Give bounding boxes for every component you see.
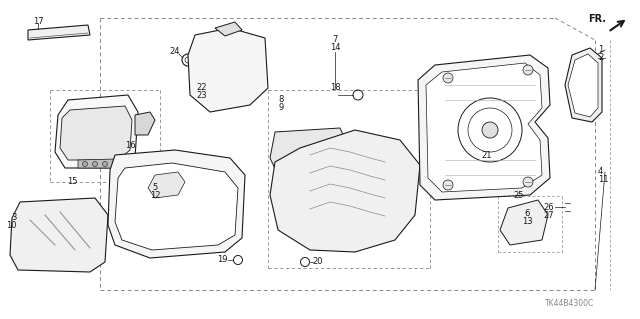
Polygon shape <box>135 112 155 135</box>
Text: 1: 1 <box>598 46 604 55</box>
Bar <box>280 155 291 163</box>
Text: 13: 13 <box>522 217 532 226</box>
Text: 19: 19 <box>218 256 228 264</box>
Polygon shape <box>500 200 548 245</box>
Bar <box>280 135 291 143</box>
Bar <box>280 145 291 153</box>
Text: 18: 18 <box>330 84 340 93</box>
Text: 14: 14 <box>330 43 340 53</box>
Bar <box>322 135 333 143</box>
Polygon shape <box>28 25 90 40</box>
Polygon shape <box>115 163 238 250</box>
Text: 5: 5 <box>152 183 157 192</box>
Polygon shape <box>60 106 132 160</box>
Polygon shape <box>78 159 116 168</box>
Text: 22: 22 <box>196 84 207 93</box>
Circle shape <box>83 161 88 167</box>
Polygon shape <box>148 172 185 198</box>
Text: 26: 26 <box>543 203 554 211</box>
Bar <box>308 135 319 143</box>
Bar <box>294 155 305 163</box>
Bar <box>308 145 319 153</box>
Text: 3: 3 <box>12 213 17 222</box>
Text: 2: 2 <box>598 54 604 63</box>
Bar <box>322 145 333 153</box>
Text: 11: 11 <box>598 175 609 184</box>
Text: 6: 6 <box>524 209 530 218</box>
Bar <box>294 135 305 143</box>
Text: 23: 23 <box>196 92 207 100</box>
Text: FR.: FR. <box>588 14 606 24</box>
Circle shape <box>443 73 453 83</box>
Text: 21: 21 <box>482 151 492 160</box>
Polygon shape <box>215 22 242 36</box>
Circle shape <box>102 161 108 167</box>
Polygon shape <box>418 55 550 200</box>
Polygon shape <box>55 95 138 168</box>
Text: 7: 7 <box>332 35 338 44</box>
Bar <box>322 155 333 163</box>
Text: 25: 25 <box>514 190 524 199</box>
Polygon shape <box>568 54 598 117</box>
Circle shape <box>482 122 498 138</box>
Text: 12: 12 <box>150 191 160 201</box>
Text: 16: 16 <box>125 140 135 150</box>
Bar <box>308 155 319 163</box>
Text: 9: 9 <box>279 103 284 113</box>
Circle shape <box>443 180 453 190</box>
Text: 17: 17 <box>33 17 44 26</box>
Polygon shape <box>108 150 245 258</box>
Bar <box>294 145 305 153</box>
Polygon shape <box>270 128 348 175</box>
Text: 8: 8 <box>278 95 284 105</box>
Circle shape <box>93 161 97 167</box>
Text: 27: 27 <box>543 211 554 219</box>
Text: 10: 10 <box>6 221 17 231</box>
Polygon shape <box>565 48 602 122</box>
Text: TK44B4300C: TK44B4300C <box>545 299 594 308</box>
Text: 24: 24 <box>170 48 180 56</box>
Polygon shape <box>188 28 268 112</box>
Polygon shape <box>270 130 420 252</box>
Polygon shape <box>10 198 108 272</box>
Circle shape <box>523 65 533 75</box>
Text: 20: 20 <box>312 257 323 266</box>
Circle shape <box>523 177 533 187</box>
Text: 4: 4 <box>598 167 604 176</box>
Polygon shape <box>426 63 542 192</box>
Text: 15: 15 <box>67 176 77 186</box>
